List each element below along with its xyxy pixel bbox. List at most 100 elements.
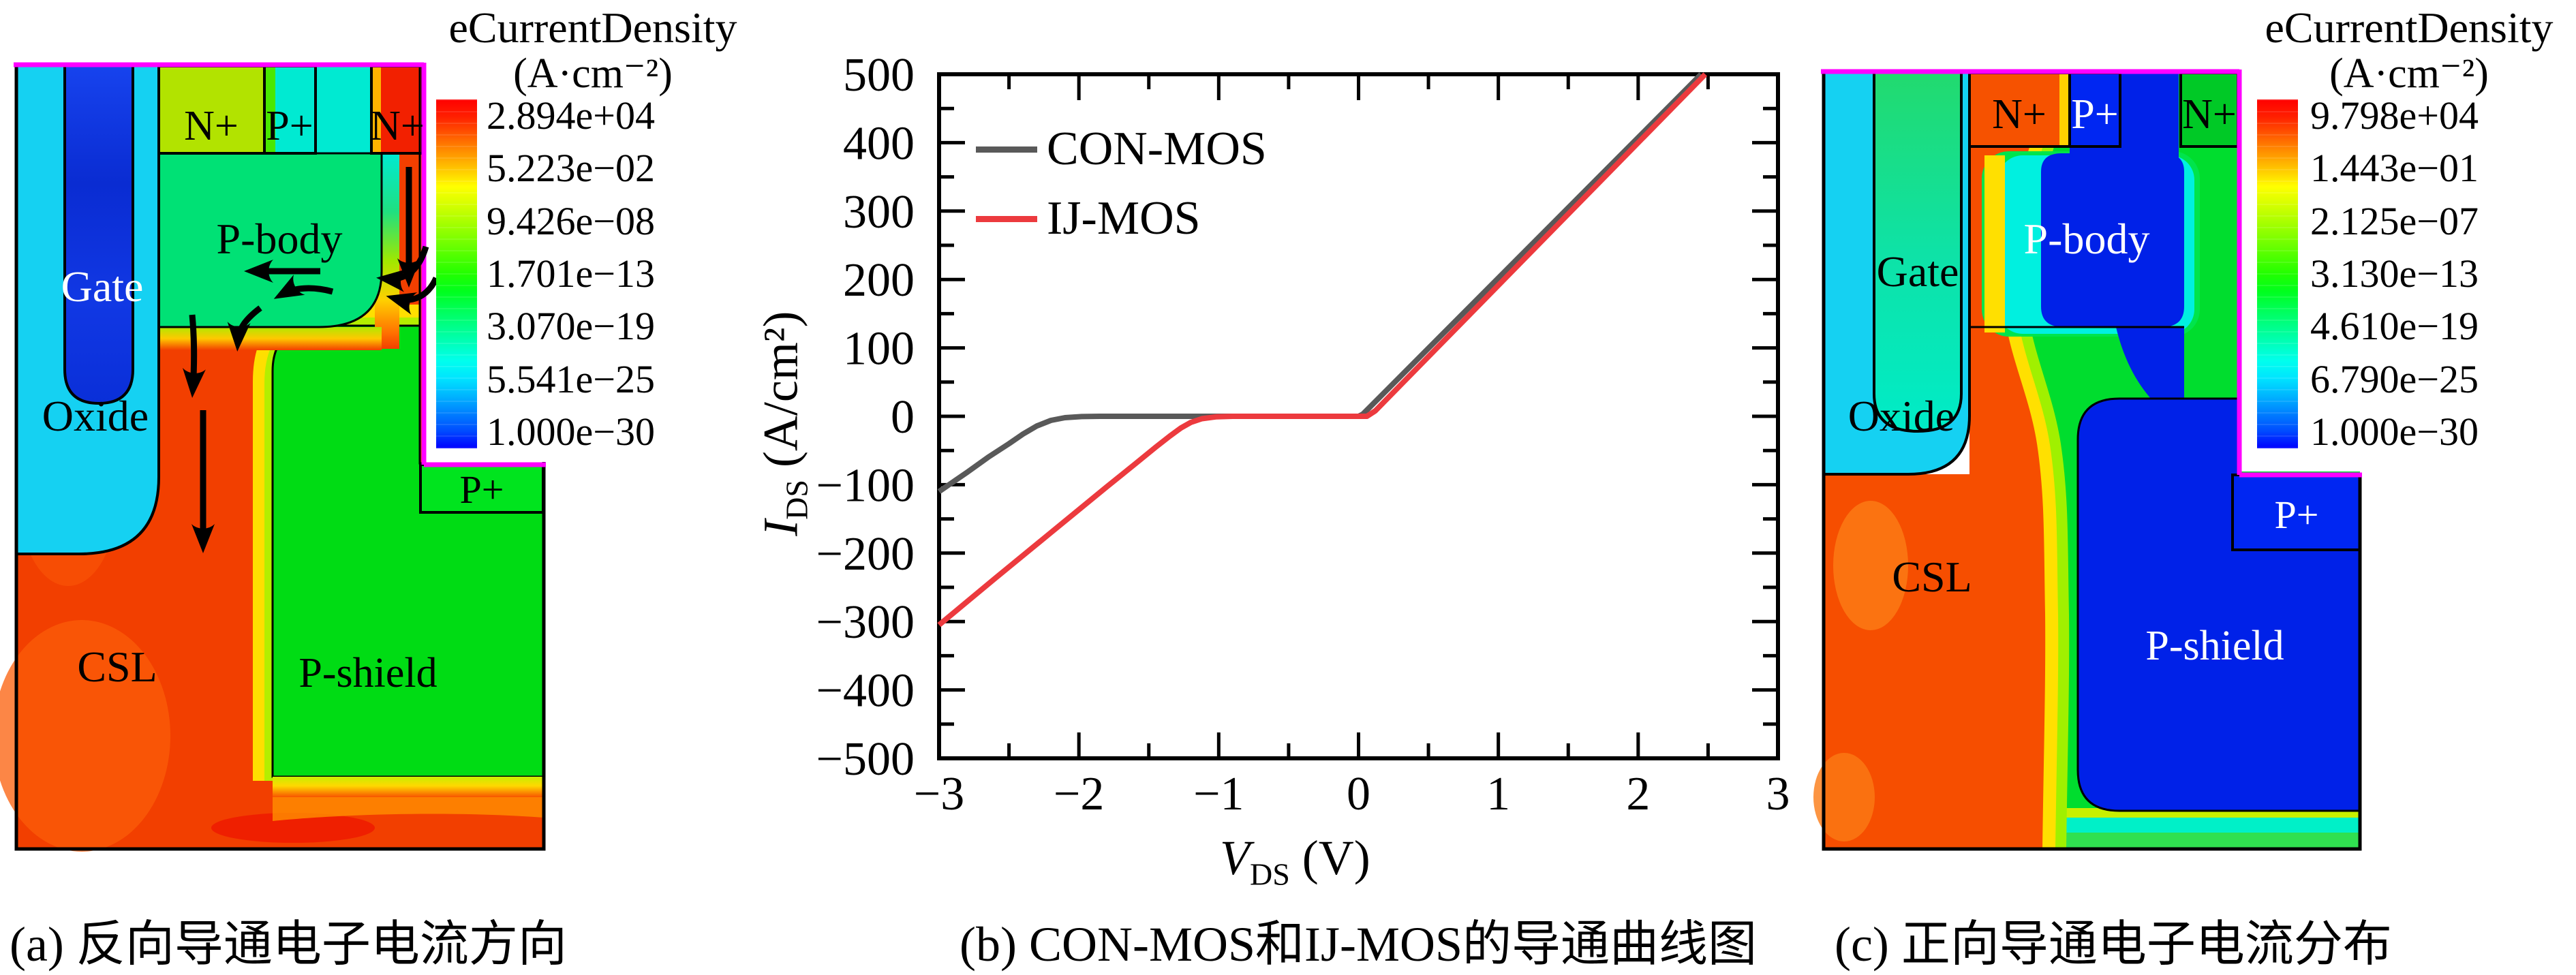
arrow-down-icon (182, 314, 206, 398)
colorbar-value: 4.610e−19 (2310, 304, 2479, 349)
y-axis-var: I (753, 519, 808, 536)
colorbar-units-c: (A·cm⁻²) (2329, 50, 2489, 97)
pshield-bottom-band (273, 777, 544, 797)
pplus-right-box-c (2231, 474, 2361, 551)
colorbar-value: 9.426e−08 (487, 198, 655, 243)
colorbar-legend-c: eCurrentDensity (A·cm⁻²) 9.798e+04 1.443… (2242, 0, 2576, 477)
pplus-right-label-a: P+ (460, 467, 504, 512)
arrow-left-icon (273, 275, 334, 299)
x-tick-label: 3 (1766, 768, 1790, 820)
legend-item-con-mos: CON-MOS (976, 114, 1267, 184)
x-tick-label: 2 (1626, 768, 1650, 820)
legend-label: CON-MOS (1047, 123, 1267, 175)
x-tick-label: −3 (914, 768, 964, 820)
nplus-right-label-a: N+ (370, 103, 425, 149)
colorbar-units-a: (A·cm⁻²) (513, 50, 673, 97)
pplus-top-label-a: P+ (266, 103, 313, 149)
arrow-curve-icon (227, 305, 262, 352)
pbody-region-c (2041, 153, 2184, 327)
colorbar-value: 5.223e−02 (487, 146, 655, 191)
csl-label-a: CSL (77, 643, 157, 691)
y-tick-label: −200 (816, 528, 915, 581)
panel-c-device: N+ P+ N+ P-body Gate Oxide CSL P-shield … (1813, 53, 2363, 851)
con-mos-line-swatch (976, 146, 1037, 153)
x-axis-var: V (1220, 831, 1250, 885)
x-axis-sub: DS (1249, 856, 1290, 892)
colorbar-value: 1.000e−30 (487, 409, 655, 454)
csl-patch-c (1813, 753, 1875, 841)
nplus-left-label-a: N+ (184, 103, 239, 149)
pplus-box-a (419, 463, 545, 514)
colorbar-value: 5.541e−25 (487, 356, 655, 401)
nplus-sliver-c (2059, 74, 2068, 145)
y-tick-label: 500 (843, 49, 915, 102)
caption-b: (b) CON-MOS和IJ-MOS的导通曲线图 (960, 917, 1758, 972)
legend-item-ij-mos: IJ-MOS (976, 184, 1267, 253)
x-axis-units: (V) (1302, 831, 1370, 885)
y-axis-units: (A/cm²) (753, 311, 808, 468)
y-tick-label: −400 (816, 665, 915, 717)
nplus-sliver-a (373, 67, 381, 152)
bottom-band-c (1969, 818, 2360, 833)
colorbar-value: 9.798e+04 (2310, 93, 2479, 138)
colorbar-value: 3.130e−13 (2310, 251, 2479, 296)
colorbar-value: 1.000e−30 (2310, 409, 2479, 454)
colorbar-c (2257, 99, 2298, 448)
nplus-right-label-c: N+ (2182, 91, 2237, 138)
colorbar-value: 1.443e−01 (2310, 146, 2479, 191)
y-tick-label: −300 (816, 596, 915, 649)
device-border-c (1822, 72, 2362, 851)
gate-region-c (1873, 70, 1963, 433)
pbody-label-c: P-body (2024, 215, 2150, 263)
gate-label-a: Gate (61, 262, 144, 311)
gate-region-a (63, 63, 134, 405)
magenta-border-c (1821, 69, 2362, 478)
colorbar-value: 2.125e−07 (2310, 198, 2479, 243)
x-tick-label: −2 (1054, 768, 1104, 820)
pplus-surround-a (316, 66, 377, 157)
y-tick-label: 100 (843, 323, 915, 375)
x-axis-title: VDS (V) (1220, 830, 1370, 892)
colorbar-legend-a: eCurrentDensity (A·cm⁻²) 2.894e+04 5.223… (403, 0, 782, 477)
x-tick-label: −1 (1193, 768, 1244, 820)
ij-mos-line-swatch (976, 215, 1037, 222)
nplus-left-label-c: N+ (1992, 91, 2046, 138)
y-tick-label: 400 (843, 117, 915, 170)
colorbar-values-c: 9.798e+04 1.443e−01 2.125e−07 3.130e−13 … (2310, 95, 2479, 452)
pshield-label-a: P-shield (298, 650, 437, 696)
y-tick-label: −500 (816, 733, 915, 786)
y-tick-label: −100 (816, 459, 915, 512)
legend-label: IJ-MOS (1047, 192, 1201, 245)
arrow-hook-icon (376, 245, 429, 292)
caption-a: (a) 反向导通电子电流方向 (10, 917, 567, 972)
colorbar-value: 2.894e+04 (487, 93, 655, 138)
magenta-border-a (14, 62, 546, 467)
y-tick-label: 0 (891, 391, 915, 444)
arrow-hook-icon (386, 276, 440, 315)
colorbar-value: 1.701e−13 (487, 251, 655, 296)
iv-chart: −3 −2 −1 0 1 2 3 −500 −400 −300 −200 −100 0 100 200 300… (816, 49, 1790, 820)
colorbar-title-a: eCurrentDensity (448, 3, 737, 52)
csl-label-c: CSL (1892, 553, 1972, 601)
axis-ticks (937, 72, 1780, 760)
gate-label-c: Gate (1877, 247, 1959, 296)
device-border-a (14, 65, 546, 851)
pplus-top-label-c: P+ (2071, 91, 2118, 138)
pshield-label-c: P-shield (2145, 623, 2284, 669)
nplus-left-box-c (1968, 72, 2071, 148)
colorbar-title-c: eCurrentDensity (2265, 3, 2554, 52)
chart-legend: CON-MOS IJ-MOS (976, 114, 1267, 253)
colorbar-value: 3.070e−19 (487, 304, 655, 349)
x-tick-label: 0 (1347, 768, 1370, 820)
pbody-band-c (1984, 155, 2005, 332)
y-axis-sub: DS (779, 480, 814, 520)
y-tick-label: 200 (843, 254, 915, 307)
current-arrows-a (182, 167, 440, 553)
colorbar-values-a: 2.894e+04 5.223e−02 9.426e−08 1.701e−13 … (487, 95, 655, 452)
panel-a-device: N+ P+ N+ P-body Gate Oxide CSL P-shield … (0, 53, 548, 852)
csl-patch-c (1833, 501, 1908, 630)
oxide-label-a: Oxide (42, 392, 149, 440)
pplus-right-label-c: P+ (2275, 493, 2319, 537)
